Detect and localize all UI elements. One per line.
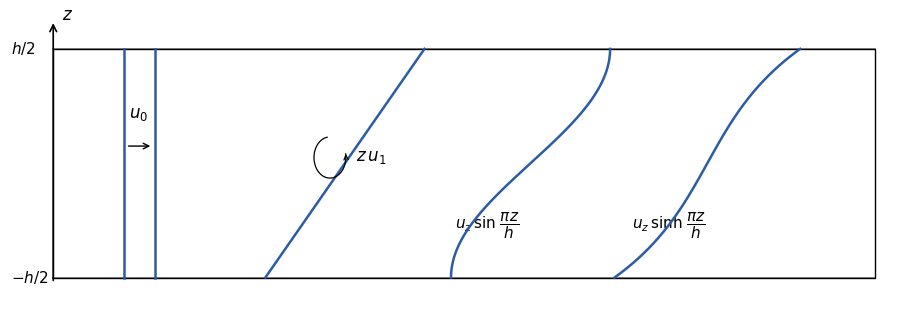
Bar	[53, 49, 875, 278]
Text: $u_z\,\sinh\,\dfrac{\pi z}{h}$: $u_z\,\sinh\,\dfrac{\pi z}{h}$	[632, 211, 706, 241]
Text: $z$: $z$	[62, 6, 73, 24]
Text: $-h/2$: $-h/2$	[11, 269, 48, 286]
Text: $h/2$: $h/2$	[11, 40, 35, 57]
Text: $z\,u_1$: $z\,u_1$	[355, 148, 386, 167]
Text: $u_0$: $u_0$	[129, 105, 149, 123]
Text: $u_z\,\sin\,\dfrac{\pi z}{h}$: $u_z\,\sin\,\dfrac{\pi z}{h}$	[456, 211, 520, 241]
